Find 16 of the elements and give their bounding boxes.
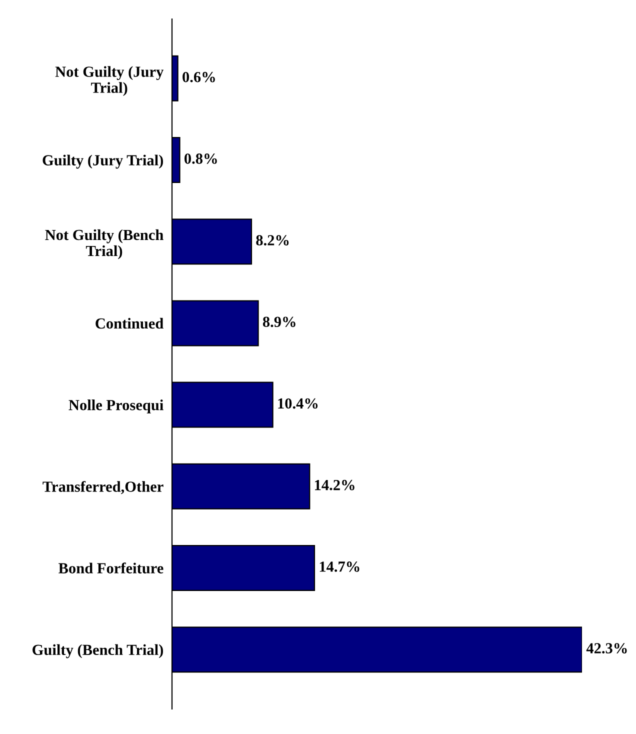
y-tick-label: Nolle Prosequi xyxy=(68,400,164,414)
data-label: 8.9% xyxy=(262,316,296,328)
data-label: 10.4% xyxy=(278,398,318,409)
y-tick-label: Transferred,Other xyxy=(42,480,164,494)
data-label: 14.7% xyxy=(320,562,360,572)
data-label: 0.8% xyxy=(184,154,217,164)
y-tick-label: Not Guilty (Bench Trial) xyxy=(45,229,164,260)
data-label: 42.3% xyxy=(586,643,627,654)
y-tick-label: Guilty (Bench Trial) xyxy=(32,644,163,658)
data-label: 14.2% xyxy=(315,480,354,490)
y-tick-label: Continued xyxy=(96,318,164,329)
y-tick-label: Guilty (Jury Trial) xyxy=(42,154,163,169)
y-tick-label: Not Guilty (Jury Trial) xyxy=(55,66,164,96)
data-label: 0.6% xyxy=(182,72,215,82)
data-label: 8.2% xyxy=(256,235,289,246)
y-tick-label: Bond Forfeiture xyxy=(58,562,164,574)
